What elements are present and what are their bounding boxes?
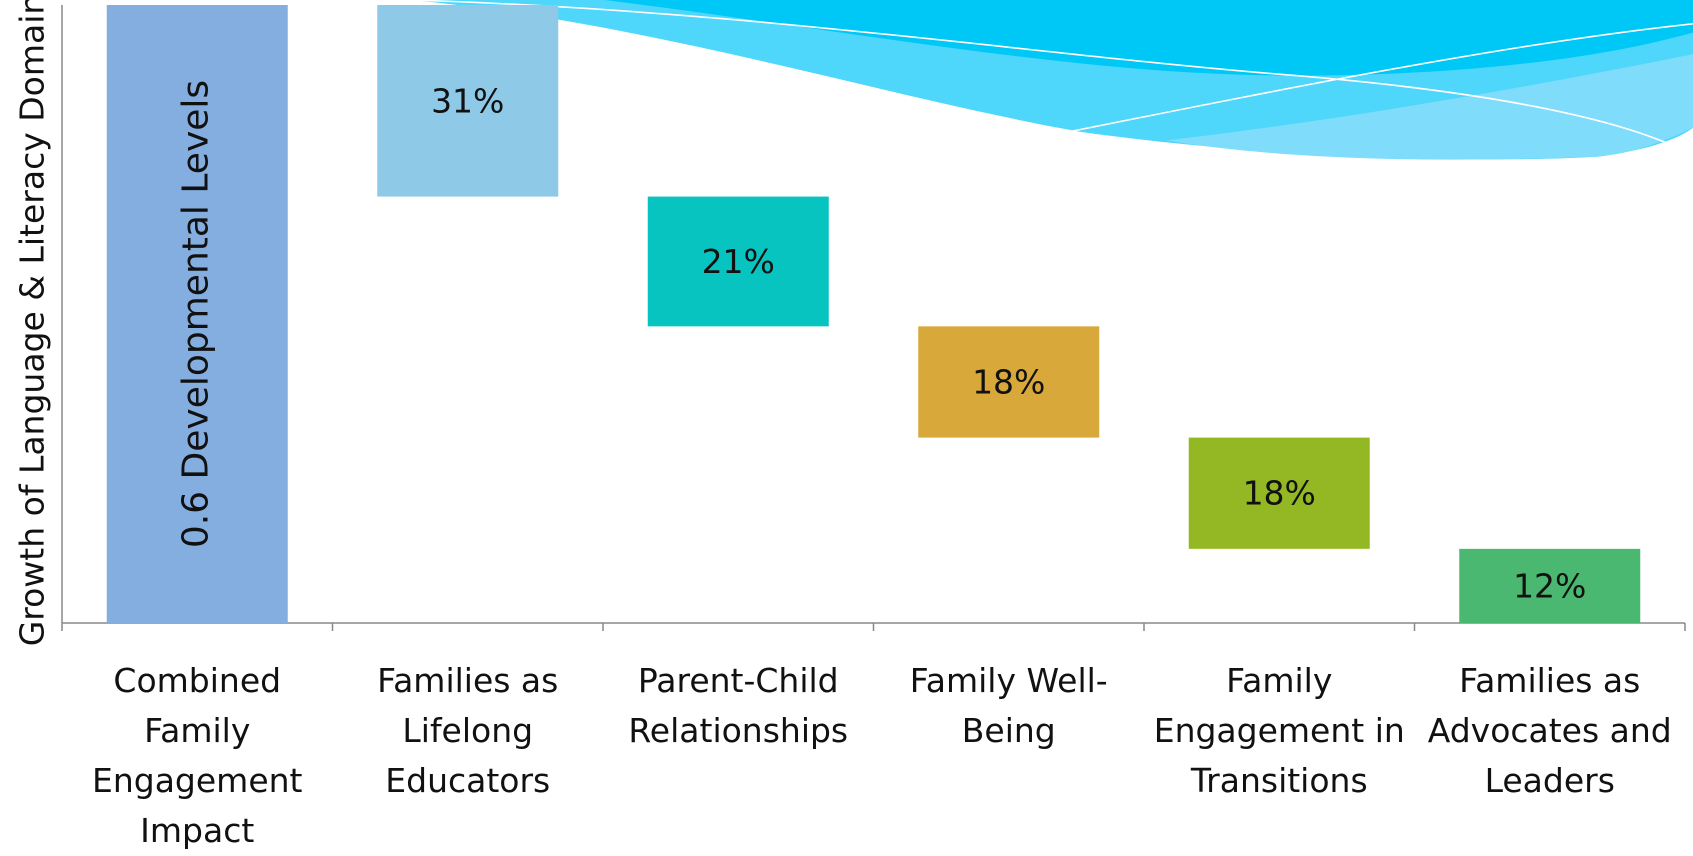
x-tick-label: Family Engagement in Transitions	[1144, 656, 1415, 806]
x-tick-label: Family Well-Being	[874, 656, 1145, 756]
value-label: 18%	[1243, 474, 1316, 513]
value-label: 21%	[702, 242, 775, 281]
y-axis-title: Growth of Language & Literacy Domain	[13, 0, 52, 646]
value-label: 12%	[1513, 566, 1586, 605]
value-label: 18%	[972, 362, 1045, 401]
header-wave	[410, 0, 1693, 160]
x-tick-label: Families as Advocates and Leaders	[1415, 656, 1686, 806]
x-tick-label: Combined Family Engagement Impact	[62, 656, 333, 856]
total-label: 0.6 Developmental Levels	[175, 80, 216, 548]
page: {"chart_data": { "type": "waterfall", "y…	[0, 0, 1693, 853]
value-label: 31%	[431, 81, 504, 120]
x-tick-label: Parent-Child Relationships	[603, 656, 874, 756]
x-tick-label: Families as Lifelong Educators	[333, 656, 604, 806]
